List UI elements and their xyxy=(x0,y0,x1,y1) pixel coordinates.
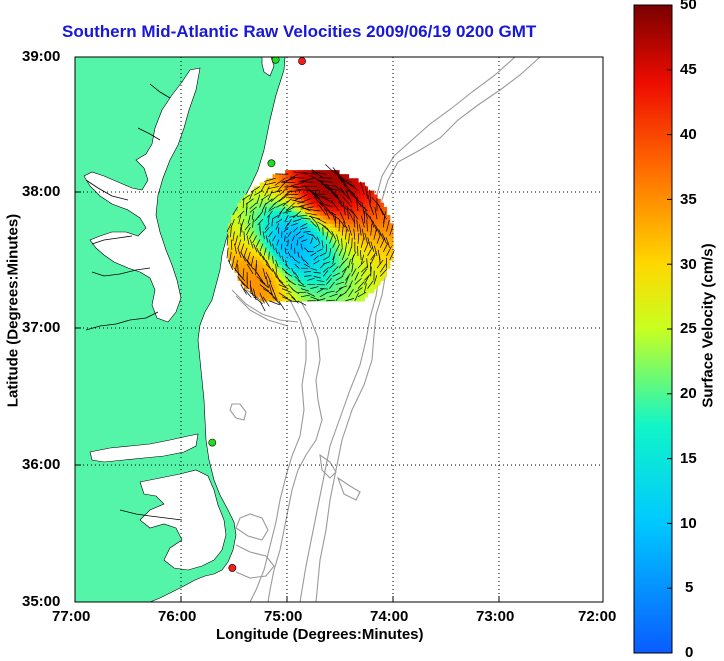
station-marker-red xyxy=(229,564,236,571)
velocity-cell xyxy=(387,260,391,265)
x-tick-label: 77:00 xyxy=(52,608,90,625)
x-axis-label: Longitude (Degrees:Minutes) xyxy=(216,626,424,643)
x-tick-label: 75:00 xyxy=(264,608,302,625)
velocity-cell xyxy=(390,244,394,249)
velocity-cell xyxy=(364,293,368,298)
colorbar-tick-label: 15 xyxy=(680,450,697,467)
velocity-cell xyxy=(387,215,391,220)
y-tick-label: 37:00 xyxy=(22,319,60,336)
colorbar-tick-label: 0 xyxy=(685,644,693,661)
velocity-cell xyxy=(387,264,391,269)
x-tick-label: 76:00 xyxy=(158,608,196,625)
velocity-cell xyxy=(383,272,387,277)
velocity-cell xyxy=(377,280,381,285)
velocity-cell xyxy=(361,297,365,302)
y-tick-label: 38:00 xyxy=(22,183,60,200)
colorbar-tick-label: 5 xyxy=(685,579,693,596)
velocity-cell xyxy=(383,207,387,212)
colorbar-tick-label: 30 xyxy=(680,256,697,273)
colorbar-tick-label: 10 xyxy=(680,515,697,532)
velocity-cell xyxy=(371,191,375,196)
velocity-cell xyxy=(371,289,375,294)
x-tick-label: 74:00 xyxy=(370,608,408,625)
y-tick-label: 36:00 xyxy=(22,456,60,473)
colorbar-label: Surface Velocity (cm/s) xyxy=(700,221,717,431)
colorbar-tick-label: 45 xyxy=(680,61,697,78)
x-tick-label: 72:00 xyxy=(578,608,616,625)
velocity-cell xyxy=(345,174,349,179)
colorbar-tick-label: 35 xyxy=(680,191,697,208)
velocity-cell xyxy=(377,199,381,204)
velocity-cell xyxy=(380,276,384,281)
x-tick-label: 73:00 xyxy=(476,608,514,625)
station-marker-green xyxy=(268,160,275,167)
colorbar-tick-label: 50 xyxy=(680,0,697,13)
figure-title: Southern Mid-Atlantic Raw Velocities 200… xyxy=(0,22,724,42)
station-marker-red xyxy=(298,57,305,64)
colorbar-tick-label: 40 xyxy=(680,126,697,143)
colorbar xyxy=(634,5,672,653)
colorbar-tick-label: 20 xyxy=(680,385,697,402)
velocity-cell xyxy=(380,203,384,208)
velocity-cell xyxy=(374,285,378,290)
y-tick-label: 39:00 xyxy=(22,48,60,65)
y-axis-label: Latitude (Degrees:Minutes) xyxy=(5,206,22,416)
colorbar-tick-label: 25 xyxy=(680,320,697,337)
y-tick-label: 35:00 xyxy=(22,593,60,610)
velocity-cell xyxy=(355,178,359,183)
station-marker-green xyxy=(209,439,216,446)
